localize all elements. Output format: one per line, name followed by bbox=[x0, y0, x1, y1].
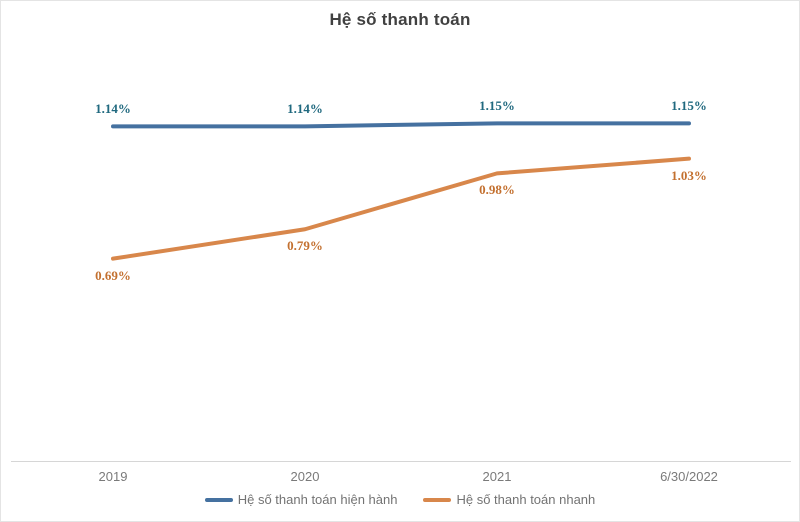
legend-label: Hệ số thanh toán nhanh bbox=[456, 492, 596, 507]
series-line-1 bbox=[111, 156, 691, 261]
legend: Hệ số thanh toán hiện hành Hệ số thanh to… bbox=[1, 492, 799, 507]
chart-title: Hệ số thanh toán bbox=[329, 10, 471, 29]
legend-label: Hệ số thanh toán hiện hành bbox=[237, 492, 398, 507]
series-line-0 bbox=[111, 121, 691, 129]
legend-swatch-icon bbox=[423, 497, 452, 502]
legend-item-1: Hệ số thanh toán nhanh bbox=[423, 492, 595, 507]
legend-swatch-icon bbox=[204, 497, 233, 502]
legend-item-0: Hệ số thanh toán hiện hành bbox=[204, 492, 398, 507]
